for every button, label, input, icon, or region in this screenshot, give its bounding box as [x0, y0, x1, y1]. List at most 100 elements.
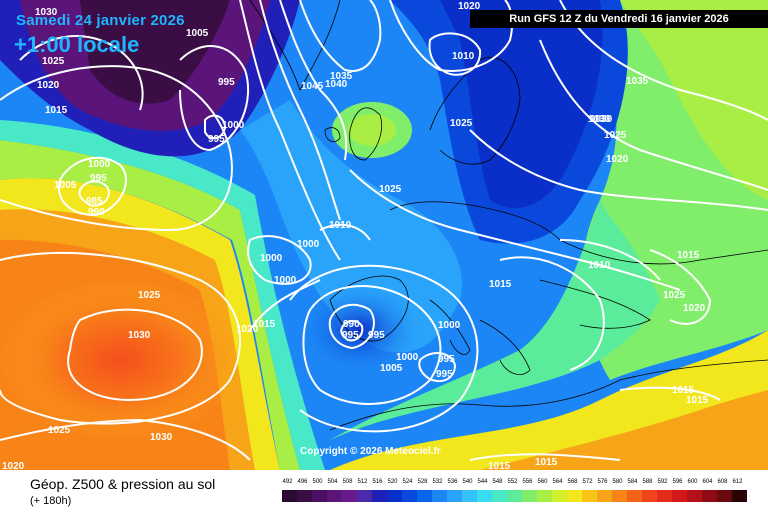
legend-swatches [282, 490, 752, 502]
isobar-label: 1025 [138, 290, 161, 301]
copyright-notice: Copyright © 2026 Meteociel.fr [300, 446, 441, 457]
z500-band-south-orange [480, 390, 768, 470]
isobar-label: 1025 [604, 130, 627, 141]
legend-swatch [402, 490, 417, 502]
isobar-line [469, 129, 768, 211]
forecast-lead-time: (+ 180h) [30, 495, 72, 507]
z500-band-mid-green [330, 200, 660, 440]
legend-level-label: 580 [612, 479, 623, 485]
isobar-label: 995 [436, 369, 453, 380]
legend-swatch [597, 490, 612, 502]
isobars [0, 0, 768, 461]
footer-bar: Géop. Z500 & pression au sol (+ 180h) 49… [0, 470, 768, 512]
legend-swatch [567, 490, 582, 502]
legend-level-label: 500 [312, 479, 323, 485]
legend-swatch [657, 490, 672, 502]
isobar-line [289, 264, 479, 433]
legend-level-label: 596 [672, 479, 683, 485]
isobar-label: 1025 [450, 118, 473, 129]
legend-swatch [717, 490, 732, 502]
legend-level-label: 524 [402, 479, 413, 485]
isobar-label: 995 [342, 330, 359, 341]
legend-level-label: 532 [432, 479, 443, 485]
isobar-label: 1020 [37, 80, 60, 91]
isobar-label: 1025 [42, 56, 65, 67]
legend-swatch [417, 490, 432, 502]
legend-swatch [282, 490, 297, 502]
isobar-label: 1020 [236, 324, 259, 335]
legend-swatch [297, 490, 312, 502]
isobar-label: 1000 [260, 253, 283, 264]
isobar-line [649, 249, 712, 325]
north-africa-coast [329, 359, 768, 431]
z500-uk-ridge-core [348, 114, 396, 146]
legend-level-label: 492 [282, 479, 293, 485]
legend-level-label: 592 [657, 479, 668, 485]
isobar-label: 1030 [150, 432, 173, 443]
isobar-label: 1030 [128, 330, 151, 341]
legend-swatch [507, 490, 522, 502]
isobar-line [319, 223, 371, 241]
isobar-label: 1005 [186, 28, 209, 39]
isobar-label: 1035 [626, 76, 649, 87]
isobar-line [279, 0, 348, 161]
isobar-line [239, 0, 341, 261]
isobar-label: 1030 [588, 114, 611, 125]
isobar-line [619, 386, 721, 401]
isobar-line [67, 308, 203, 402]
isobar-line [340, 320, 364, 342]
isobar-line [259, 0, 341, 221]
isobar-label: 1020 [683, 303, 706, 314]
isobar-line [247, 235, 312, 285]
isobar-label: 1040 [325, 79, 348, 90]
legend-level-label: 612 [732, 479, 743, 485]
isobar-line [0, 65, 233, 232]
isobar-line [204, 114, 227, 140]
legend-swatch [432, 490, 447, 502]
legend-level-label: 564 [552, 479, 563, 485]
balkans-coast [479, 319, 531, 375]
isobar-line [58, 156, 127, 217]
isobar-label: 1010 [452, 51, 475, 62]
isobar-label: 1020 [458, 1, 481, 12]
isobar-label: 1010 [329, 220, 352, 231]
isobar-line [179, 45, 250, 152]
legend-level-label: 560 [537, 479, 548, 485]
legend-swatch [462, 490, 477, 502]
iberia-coast [329, 275, 409, 342]
legend-level-label: 588 [642, 479, 653, 485]
isobar-label: 1020 [2, 461, 25, 470]
isobar-labels: 1030 1005 1025 995 1000 995 1020 1015 10… [2, 1, 709, 470]
legend-level-label: 568 [567, 479, 578, 485]
legend-level-label: 584 [627, 479, 638, 485]
high-pressure-core [0, 280, 240, 440]
legend-swatch [612, 490, 627, 502]
isobar-label: 1015 [535, 457, 558, 468]
isobar-line [249, 279, 321, 331]
isobar-label: 995 [368, 330, 385, 341]
isobar-label: 995 [90, 173, 107, 184]
isobar-label: 1025 [48, 425, 71, 436]
legend-level-label: 528 [417, 479, 428, 485]
scandinavia-coast [429, 57, 521, 165]
legend-swatch [537, 490, 552, 502]
z500-europe-low [300, 285, 420, 375]
legend-swatch [582, 490, 597, 502]
isobar-line [469, 453, 621, 461]
isobar-line [539, 39, 768, 191]
legend-level-label: 556 [522, 479, 533, 485]
isobar-label: 1000 [438, 320, 461, 331]
forecast-date: Samedi 24 janvier 2026 [16, 12, 185, 29]
isobar-label: 1030 [35, 7, 58, 18]
isobar-label: 1015 [672, 385, 695, 396]
isobar-line [299, 0, 382, 72]
italy-coast [429, 299, 471, 355]
ireland-coast [324, 127, 341, 143]
isobar-label: 1010 [588, 260, 611, 271]
legend-level-labels: 492 496 500 504 508 512 516 520 524 528 532 536 540 5… [282, 479, 752, 488]
legend-level-label: 516 [372, 479, 383, 485]
isobar-line [349, 169, 681, 291]
weather-map: 1030 1005 1025 995 1000 995 1020 1015 10… [0, 0, 768, 470]
legend-level-label: 520 [387, 479, 398, 485]
